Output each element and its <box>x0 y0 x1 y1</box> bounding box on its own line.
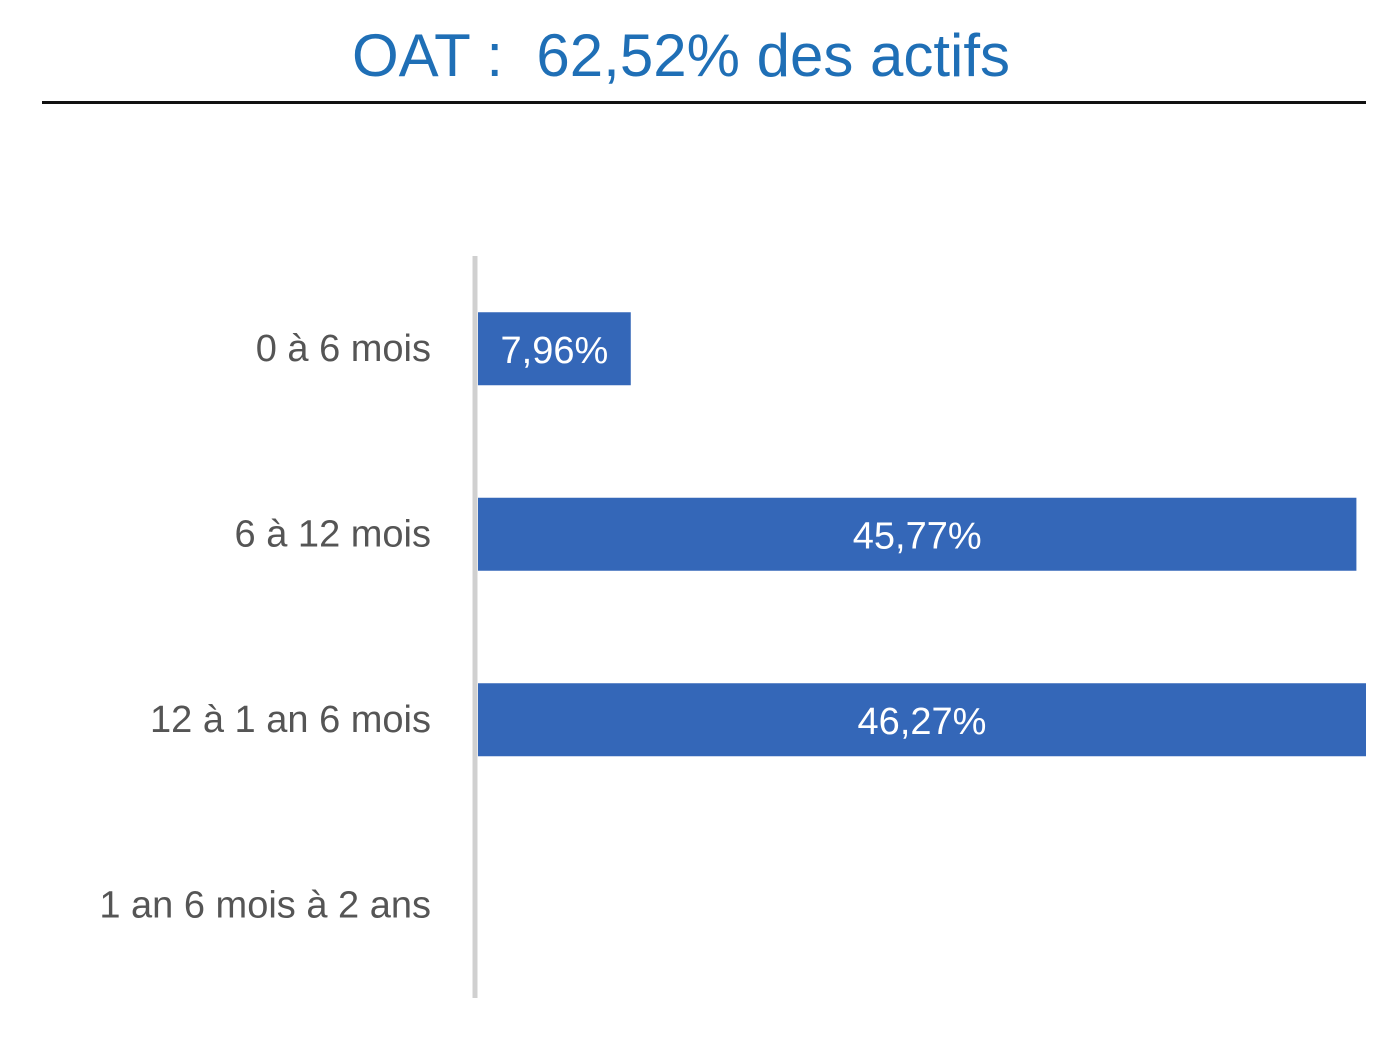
bar-data-label: 45,77% <box>853 515 982 557</box>
bar <box>478 683 1366 757</box>
category-label: 1 an 6 mois à 2 ans <box>99 884 431 926</box>
bar-data-label: 46,27% <box>858 701 987 743</box>
bar <box>478 312 631 386</box>
category-labels: 0 à 6 mois 6 à 12 mois 12 à 1 an 6 mois 1 a… <box>99 328 431 927</box>
category-label: 6 à 12 mois <box>235 513 431 555</box>
category-label: 0 à 6 mois <box>256 328 431 370</box>
chart-title: OAT : 62,52% des actifs <box>351 22 1011 89</box>
data-labels: 7,96% 45,77% 46,27% <box>501 330 987 743</box>
bar <box>478 497 1357 571</box>
category-label: 12 à 1 an 6 mois <box>150 699 431 741</box>
title-underline <box>42 101 1366 104</box>
bar-data-label: 7,96% <box>501 330 609 372</box>
bars <box>478 312 1366 757</box>
